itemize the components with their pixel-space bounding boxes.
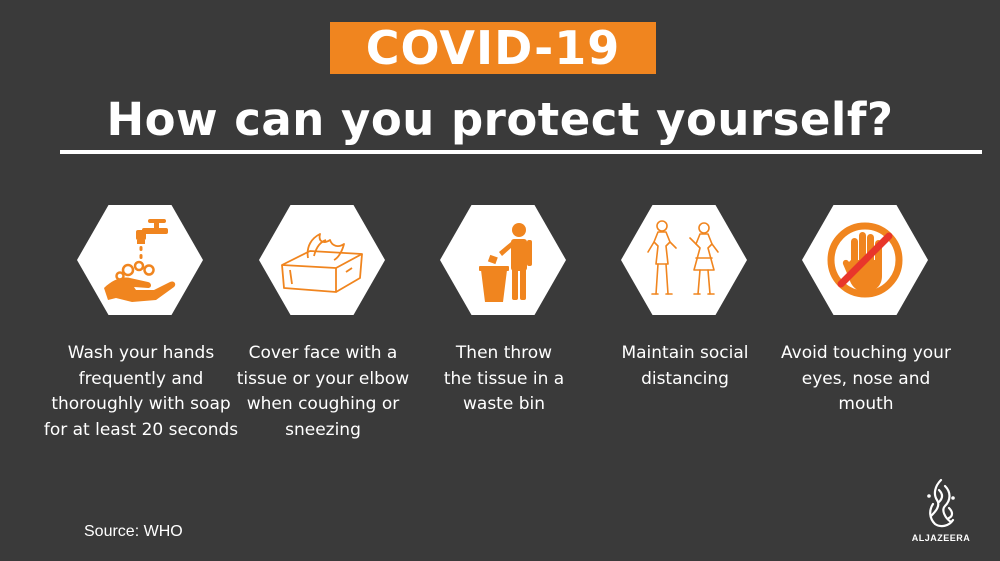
hex-frame	[802, 205, 928, 315]
logo-wordmark: ALJAZEERA	[911, 533, 971, 543]
source-note: Source: WHO	[84, 523, 183, 540]
headline: How can you protect yourself?	[106, 93, 894, 146]
social-distancing-icon	[647, 220, 719, 295]
hex-frame	[77, 205, 203, 315]
hex-frame	[259, 205, 385, 315]
step-caption: Then throw the tissue in a waste bin	[443, 343, 565, 414]
covid-banner: COVID-19	[330, 22, 656, 74]
step-caption: Cover face with a tissue or your elbow w…	[236, 343, 410, 440]
aljazeera-logo: ALJAZEERA	[908, 476, 974, 548]
no-touch-face-icon	[827, 222, 903, 298]
aljazeera-logo-icon	[927, 478, 955, 528]
banner-title: COVID-19	[365, 21, 621, 75]
step-caption: Avoid touching your eyes, nose and mouth	[781, 343, 951, 414]
hex-frame	[621, 205, 747, 315]
step-caption: Maintain social distancing	[621, 343, 749, 389]
waste-bin-icon	[479, 223, 532, 302]
hand-washing-icon	[104, 219, 176, 302]
divider	[60, 150, 982, 154]
step-caption: Wash your hands frequently and thoroughl…	[43, 343, 239, 440]
tissue-box-icon	[281, 233, 363, 293]
hex-frame	[440, 205, 566, 315]
